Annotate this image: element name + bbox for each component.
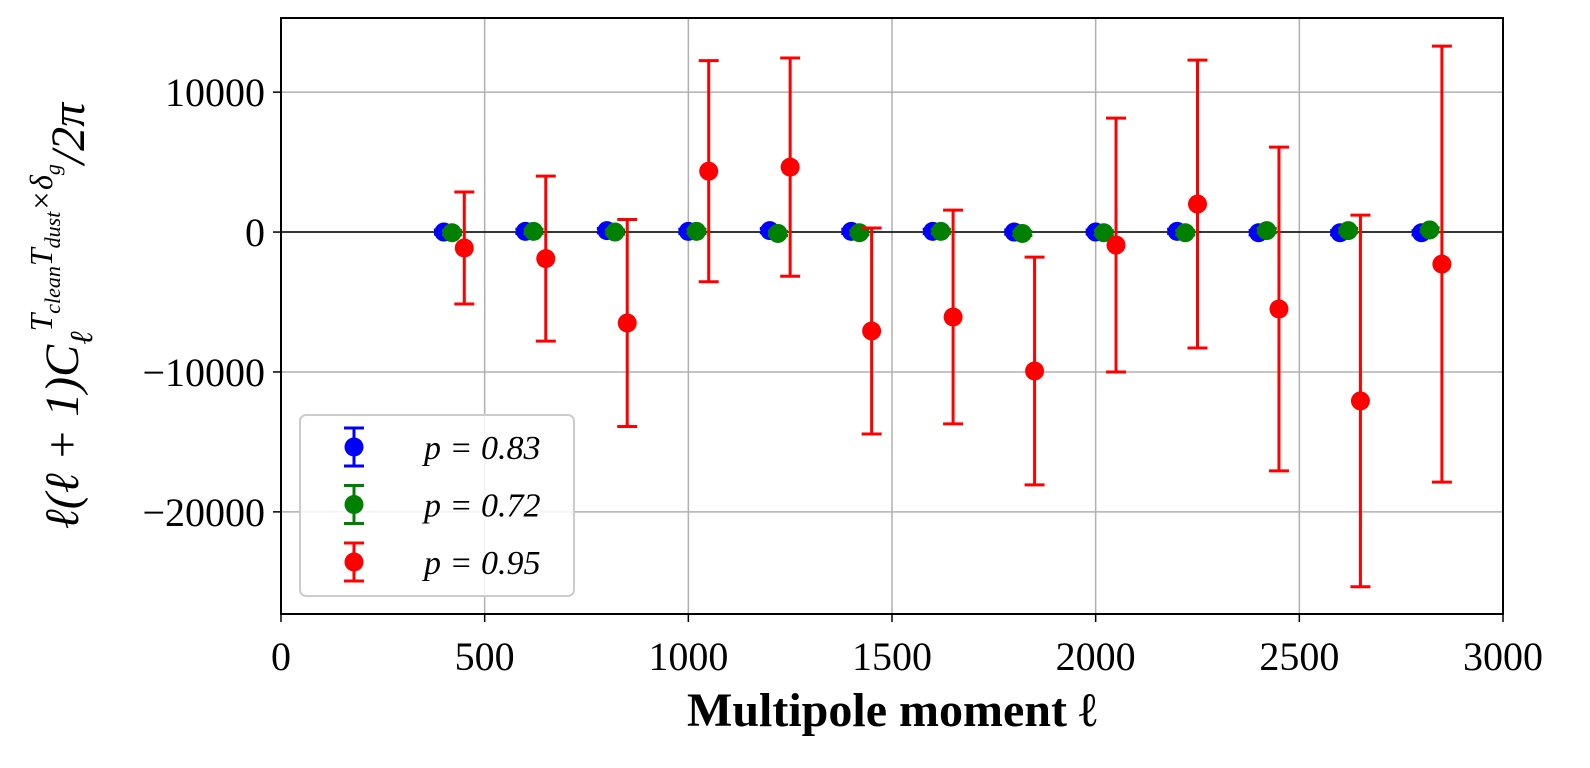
y-label-part: T [23,246,59,266]
point [1106,235,1126,255]
error-bar [1106,116,1127,374]
x-tick-label: 0 [271,634,291,679]
error-bar [861,226,882,436]
y-tick-label: 0 [245,210,265,255]
point [862,321,882,341]
error-bar [454,190,475,306]
point [442,223,462,243]
x-tick-label: 1500 [852,634,932,679]
point [1094,223,1114,243]
error-bar [767,223,788,243]
y-label-part: /2π [42,101,95,167]
error-bar [1350,213,1371,589]
error-bar [1268,145,1289,473]
error-bar [1024,255,1045,487]
point [1269,299,1289,319]
point [1420,220,1440,240]
legend-marker [344,437,364,457]
x-axis-label: Multipole moment ℓ [687,684,1097,737]
error-bar [930,221,951,241]
point [1025,361,1045,381]
y-label-part: ℓ [63,331,99,345]
y-label-part: T [23,312,59,332]
point [699,161,719,181]
plot-frame [280,17,1504,615]
error-bar [442,223,463,243]
point [1338,221,1358,241]
x-tick-label: 2000 [1056,634,1136,679]
error-bar [1431,44,1452,484]
point [1432,254,1452,274]
point [1350,391,1370,411]
y-label-part: g [40,164,65,175]
error-bar [1338,221,1359,241]
point [686,221,706,241]
x-tick-label: 3000 [1463,634,1543,679]
legend-label: p = 0.95 [422,545,540,582]
point [1188,194,1207,214]
error-bar [1256,221,1277,241]
error-bar [1093,223,1114,243]
point [454,238,474,258]
point [605,222,625,242]
legend-marker [344,552,364,572]
error-bar [1175,223,1196,243]
error-bar [605,222,626,242]
legend-marker [344,495,364,514]
y-label-part: ℓ(ℓ + 1)C [36,344,89,529]
legend-box [299,414,575,597]
y-axis-label: ℓ(ℓ + 1)CℓTcleanTdust×δg/2π [23,101,99,529]
point [780,157,800,177]
y-label-part: clean [40,266,65,314]
error-bar [617,217,638,429]
error-bar [1187,58,1208,350]
y-tick-label: −10000 [142,350,265,395]
error-bar [698,59,719,284]
x-tick-label: 1000 [648,634,728,679]
point [524,221,544,241]
y-label-part: dust [40,211,65,249]
point [931,221,951,241]
point [1175,223,1195,243]
error-bar [535,174,556,343]
point [849,223,869,243]
y-label-part: ×δ [23,174,59,212]
y-tick-label: 10000 [165,70,265,115]
x-tick-label: 2500 [1259,634,1339,679]
error-bar [1419,220,1440,240]
error-bar [1012,223,1033,243]
point [1012,223,1032,243]
error-bar [523,221,544,241]
point [617,313,637,333]
point [943,307,963,327]
point [768,223,788,243]
error-bar [780,56,801,278]
error-bar [943,208,964,426]
legend-label: p = 0.72 [422,488,540,525]
legend-label: p = 0.83 [422,430,540,467]
x-tick-label: 500 [455,634,515,679]
error-bar [686,221,707,241]
point [1257,221,1277,241]
point [536,249,556,269]
y-tick-label: −20000 [142,490,265,535]
